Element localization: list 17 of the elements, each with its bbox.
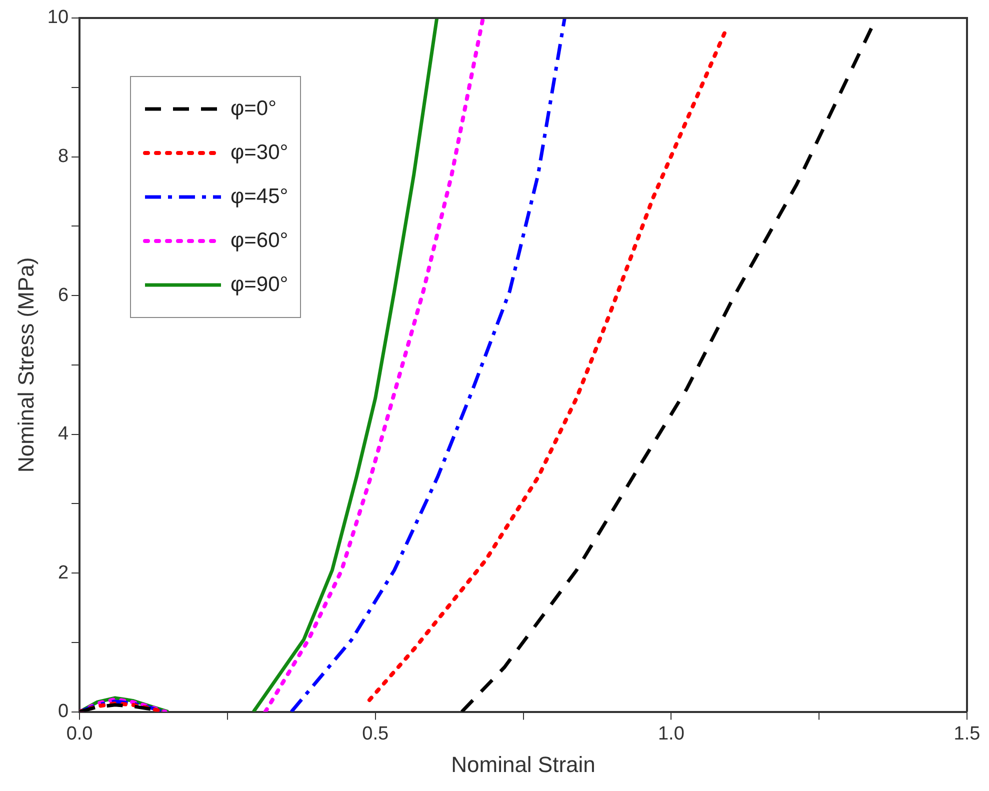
y-tick-label: 0 — [58, 701, 69, 722]
legend-label: φ=0° — [230, 97, 276, 121]
legend-label: φ=45° — [230, 185, 288, 209]
legend-label: φ=90° — [230, 273, 288, 297]
y-tick-label: 10 — [47, 7, 69, 28]
y-tick-label: 4 — [58, 424, 69, 445]
legend-label: φ=60° — [230, 229, 288, 253]
y-tick-label: 2 — [58, 562, 69, 584]
x-tick-label: 1.0 — [658, 723, 684, 744]
x-axis-title: Nominal Strain — [451, 752, 596, 777]
x-tick-label: 0.5 — [362, 723, 389, 744]
y-tick-label: 8 — [58, 146, 69, 167]
x-tick-label: 1.5 — [954, 723, 980, 744]
legend-label: φ=30° — [230, 141, 288, 165]
x-tick-label: 0.0 — [66, 723, 93, 744]
y-axis-title: Nominal Stress (MPa) — [13, 257, 38, 472]
y-tick-label: 6 — [58, 284, 69, 306]
